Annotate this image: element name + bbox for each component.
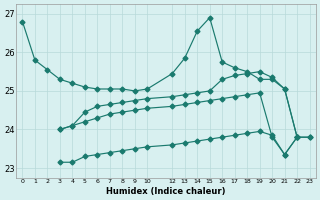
X-axis label: Humidex (Indice chaleur): Humidex (Indice chaleur) (106, 187, 226, 196)
